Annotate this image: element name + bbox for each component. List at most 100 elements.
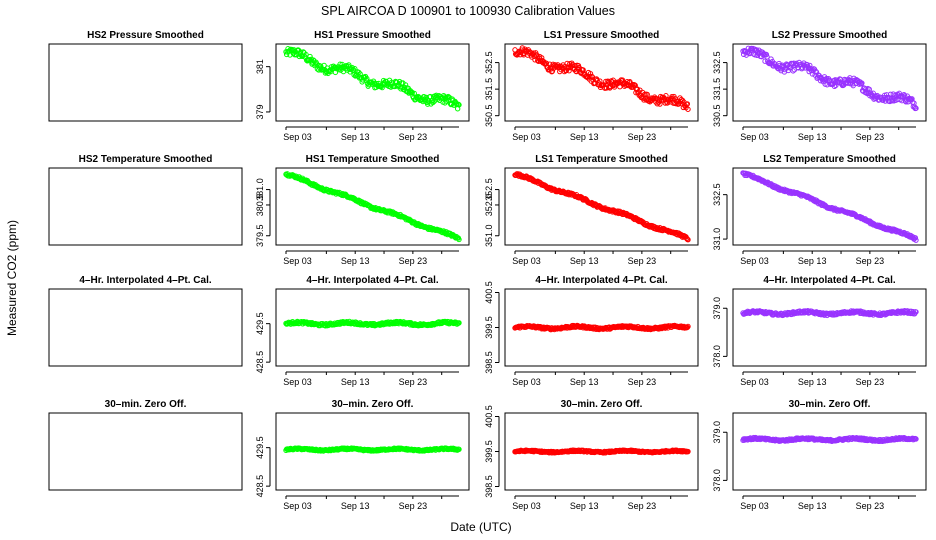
x-tick-label: Sep 03	[740, 501, 769, 511]
panel-4-3: 30–min. Zero Off. 398.5 399.5 400.5 Sep 03 Se…	[484, 399, 699, 511]
data-point	[913, 237, 919, 243]
data-point	[379, 84, 385, 91]
series-points	[740, 45, 919, 112]
panel-4-1: 30–min. Zero Off.	[48, 399, 243, 491]
panel-3-1: 4–Hr. Interpolated 4–Pt. Cal.	[48, 275, 243, 367]
data-point	[352, 66, 358, 72]
panel-title: HS1 Temperature Smoothed	[306, 154, 440, 165]
x-tick-label: Sep 03	[512, 377, 541, 387]
x-tick-label: Sep 23	[399, 256, 428, 266]
y-tick-label: 398.5	[484, 475, 494, 498]
x-tick-label: Sep 23	[856, 132, 885, 142]
x-axis-label: Date (UTC)	[450, 520, 511, 534]
panel-frame	[48, 167, 243, 246]
panel-title: HS2 Pressure Smoothed	[87, 30, 204, 41]
x-tick-label: Sep 23	[856, 501, 885, 511]
panel-title: LS1 Pressure Smoothed	[544, 30, 660, 41]
y-tick-label: 330.5	[712, 104, 722, 127]
data-point	[913, 105, 919, 111]
panel-title: HS1 Pressure Smoothed	[314, 30, 431, 41]
panel-title: 30–min. Zero Off.	[332, 399, 414, 410]
data-point	[603, 78, 609, 85]
y-tick-label: 428.5	[255, 351, 265, 374]
data-point	[456, 320, 462, 326]
panel-frame	[275, 412, 470, 491]
x-tick-label: Sep 23	[399, 377, 428, 387]
data-point	[566, 68, 572, 74]
y-tick-label: 381.0	[255, 178, 265, 201]
x-tick-label: Sep 03	[512, 256, 541, 266]
data-point	[455, 101, 462, 107]
panel-2-4: LS2 Temperature Smoothed 331.0 332.5 Sep 03…	[712, 154, 927, 266]
y-tick-label: 380.5	[255, 194, 265, 217]
data-point	[350, 67, 357, 73]
series-points	[740, 308, 919, 319]
y-tick-label: 332.5	[712, 183, 722, 206]
panel-frame	[732, 412, 927, 491]
x-tick-label: Sep 13	[341, 377, 370, 387]
x-tick-label: Sep 13	[341, 256, 370, 266]
panel-3-4: 4–Hr. Interpolated 4–Pt. Cal. 378.0 379.0 S…	[712, 275, 927, 387]
panel-frame	[48, 412, 243, 491]
y-tick-label: 428.5	[255, 475, 265, 498]
panel-frame	[275, 288, 470, 367]
series-points	[740, 170, 919, 243]
y-tick-label: 378.0	[712, 345, 722, 368]
y-tick-label: 351.5	[484, 78, 494, 101]
panel-title: 4–Hr. Interpolated 4–Pt. Cal.	[306, 275, 438, 286]
x-tick-label: Sep 23	[856, 377, 885, 387]
y-tick-label: 332.5	[712, 51, 722, 74]
data-point	[685, 448, 691, 455]
y-tick-label: 400.5	[484, 405, 494, 428]
data-point	[909, 96, 915, 102]
series-points	[283, 318, 462, 329]
data-point	[655, 97, 661, 103]
panel-title: 30–min. Zero Off.	[789, 399, 871, 410]
data-point	[685, 106, 691, 112]
y-tick-label: 400.5	[484, 281, 494, 304]
y-tick-label: 331.0	[712, 228, 722, 251]
y-tick-label: 351.0	[484, 224, 494, 247]
panel-1-1: HS2 Pressure Smoothed	[48, 30, 243, 122]
panel-frame	[48, 288, 243, 367]
panel-title: 4–Hr. Interpolated 4–Pt. Cal.	[79, 275, 211, 286]
x-tick-label: Sep 13	[570, 132, 599, 142]
data-point	[356, 69, 362, 76]
x-tick-label: Sep 13	[341, 132, 370, 142]
y-tick-label: 399.5	[484, 440, 494, 463]
x-tick-label: Sep 03	[740, 256, 769, 266]
panel-frame	[504, 167, 699, 246]
panel-title: HS2 Temperature Smoothed	[79, 154, 213, 165]
x-tick-label: Sep 13	[570, 501, 599, 511]
panel-frame	[504, 412, 699, 491]
x-tick-label: Sep 03	[512, 501, 541, 511]
data-point	[456, 236, 462, 243]
panel-title: 30–min. Zero Off.	[561, 399, 643, 410]
panel-1-4: LS2 Pressure Smoothed 330.5 331.5 332.5 Sep …	[712, 30, 927, 142]
y-tick-label: 379.0	[712, 297, 722, 320]
panel-title: 30–min. Zero Off.	[105, 399, 187, 410]
panel-title: 4–Hr. Interpolated 4–Pt. Cal.	[535, 275, 667, 286]
y-tick-label: 331.5	[712, 78, 722, 101]
y-tick-label: 398.5	[484, 351, 494, 374]
data-point	[790, 68, 796, 74]
data-point	[807, 62, 813, 69]
data-point	[913, 436, 919, 442]
x-tick-label: Sep 03	[283, 377, 312, 387]
figure-title: SPL AIRCOA D 100901 to 100930 Calibratio…	[321, 4, 615, 18]
data-point	[685, 236, 691, 243]
x-tick-label: Sep 23	[399, 501, 428, 511]
panel-title: 4–Hr. Interpolated 4–Pt. Cal.	[763, 275, 895, 286]
x-tick-label: Sep 13	[798, 256, 827, 266]
panel-title: LS2 Temperature Smoothed	[763, 154, 896, 165]
data-point	[456, 446, 462, 452]
panel-3-2: 4–Hr. Interpolated 4–Pt. Cal. 428.5 429.5 S…	[255, 275, 470, 387]
panel-frame	[732, 167, 927, 246]
data-point	[908, 96, 915, 103]
x-tick-label: Sep 23	[628, 256, 657, 266]
y-tick-label: 352.5	[484, 51, 494, 74]
x-tick-label: Sep 03	[740, 377, 769, 387]
x-tick-label: Sep 13	[798, 377, 827, 387]
